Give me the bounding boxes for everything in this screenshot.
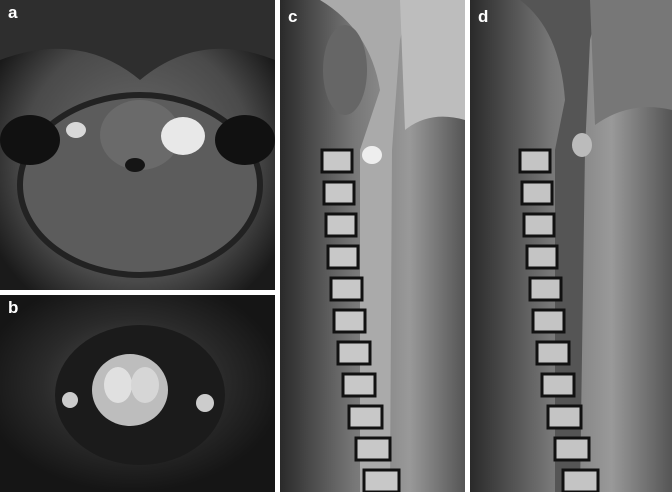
lesion: [161, 117, 205, 155]
vertebra: [347, 404, 384, 430]
mastoid: [0, 115, 60, 165]
spinal-cord: [320, 0, 410, 492]
vertebra: [326, 244, 360, 270]
vertebra: [525, 244, 559, 270]
panel-label: b: [8, 298, 18, 317]
cerebellum: [590, 0, 672, 125]
vertebra: [518, 148, 552, 174]
vertebra: [520, 180, 554, 206]
vertebrae: [320, 148, 401, 492]
vertebra: [553, 436, 591, 462]
vertebra: [540, 372, 576, 398]
panel-a: a: [0, 0, 275, 290]
vertebra: [522, 212, 556, 238]
lesion: [362, 146, 382, 164]
skull-base: [0, 0, 275, 80]
vertebrae: [518, 148, 600, 492]
vertebra: [320, 148, 354, 174]
vertebra: [322, 180, 356, 206]
vertebra: [528, 276, 563, 302]
vertebra: [546, 404, 583, 430]
brainstem: [100, 100, 180, 170]
mastoid: [215, 115, 275, 165]
cerebellum: [400, 0, 465, 130]
nodule: [62, 392, 78, 408]
panel-c: c: [280, 0, 465, 492]
vertebra: [535, 340, 571, 366]
vertebra: [324, 212, 358, 238]
vertebra: [336, 340, 372, 366]
lesion: [572, 133, 592, 157]
ventricle: [125, 158, 145, 172]
panel-label: a: [8, 3, 18, 22]
vertebra: [329, 276, 364, 302]
lesion: [131, 367, 159, 403]
vertebra: [531, 308, 566, 334]
brainstem: [323, 25, 367, 115]
panel-label: d: [478, 7, 488, 26]
vertebra: [362, 468, 401, 492]
panel-d: d: [470, 0, 672, 492]
lesion: [66, 122, 86, 138]
vertebra: [561, 468, 600, 492]
vertebra: [332, 308, 367, 334]
spinal-cord: [520, 0, 600, 492]
nodule: [196, 394, 214, 412]
vertebra: [341, 372, 377, 398]
lesion: [104, 367, 132, 403]
panel-label: c: [288, 7, 297, 26]
vertebra: [354, 436, 392, 462]
panel-b: b: [0, 295, 275, 492]
